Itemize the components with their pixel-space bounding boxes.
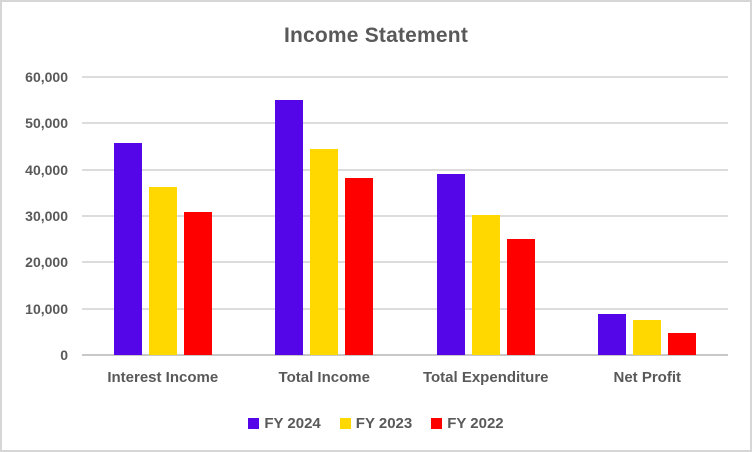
category-label: Net Profit — [613, 369, 682, 386]
y-tick-label: 30,000 — [25, 208, 68, 224]
y-tick-label: 20,000 — [25, 254, 68, 270]
bar — [598, 314, 627, 355]
bar — [148, 187, 177, 355]
gridline — [82, 76, 728, 78]
legend: FY 2024 FY 2023 FY 2022 — [2, 415, 750, 432]
bar — [633, 320, 662, 355]
gridline — [82, 215, 728, 217]
plot-area — [82, 76, 728, 356]
y-tick-label: 60,000 — [25, 69, 68, 85]
legend-item: FY 2022 — [431, 415, 504, 432]
legend-item: FY 2024 — [248, 415, 321, 432]
y-tick-label: 40,000 — [25, 162, 68, 178]
gridline — [82, 308, 728, 310]
legend-swatch-icon — [248, 418, 260, 429]
gridline — [82, 354, 728, 356]
category-label: Total Income — [278, 369, 370, 386]
y-tick-label: 50,000 — [25, 115, 68, 131]
legend-label: FY 2024 — [264, 415, 321, 432]
bar-group — [244, 77, 406, 355]
y-tick-label: 0 — [60, 347, 68, 363]
bars — [82, 77, 728, 355]
bar — [471, 215, 500, 355]
bar-group — [82, 77, 244, 355]
bar — [113, 143, 142, 355]
bar-group — [567, 77, 729, 355]
category-label: Interest Income — [107, 369, 219, 386]
legend-swatch-icon — [431, 418, 443, 429]
bar — [183, 212, 212, 355]
bar-group — [405, 77, 567, 355]
gridline — [82, 261, 728, 263]
legend-label: FY 2022 — [447, 415, 504, 432]
gridline — [82, 169, 728, 171]
category-label: Total Expenditure — [422, 369, 549, 386]
bar — [310, 149, 339, 355]
bar — [345, 178, 374, 355]
legend-swatch-icon — [339, 418, 351, 429]
bar — [275, 100, 304, 355]
bar — [506, 239, 535, 355]
bar — [436, 174, 465, 355]
bar — [668, 333, 697, 355]
gridline — [82, 122, 728, 124]
legend-label: FY 2023 — [355, 415, 413, 432]
y-tick-label: 10,000 — [25, 301, 68, 317]
legend-item: FY 2023 — [339, 415, 413, 432]
x-axis-labels: Interest Income Total Income Total Expendi… — [82, 369, 728, 386]
chart-title: Income Statement — [283, 24, 469, 47]
